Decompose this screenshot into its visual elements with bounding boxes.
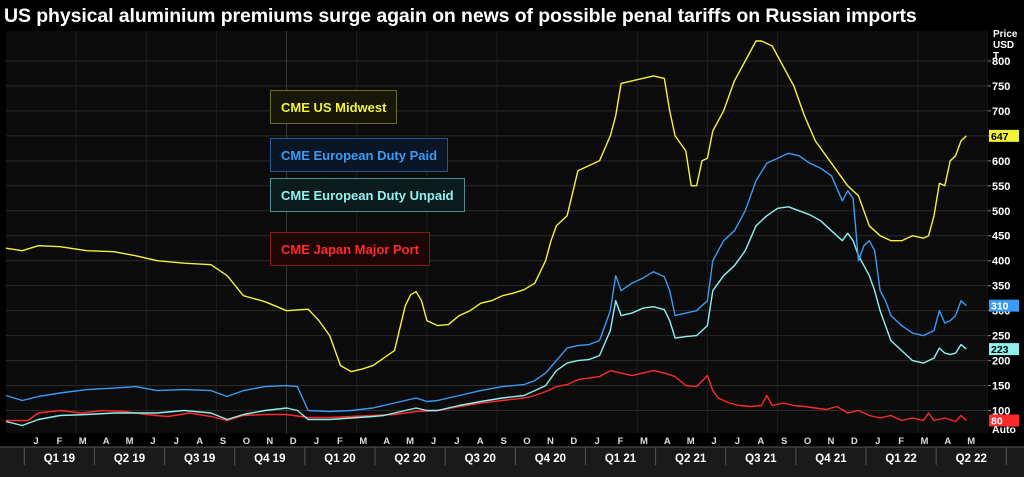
month-tick-label: S xyxy=(220,436,226,447)
axis-unit-price: Price xyxy=(993,29,1018,40)
quarter-axis-band xyxy=(0,447,1024,477)
month-tick-label: M xyxy=(967,436,975,447)
quarter-label: Q1 19 xyxy=(44,453,75,465)
y-tick-label: 700 xyxy=(992,106,1010,118)
legend-japan-major-port: CME Japan Major Port xyxy=(270,232,430,266)
month-tick-label: M xyxy=(406,436,414,447)
month-tick-label: F xyxy=(56,436,62,447)
y-tick-label: 350 xyxy=(992,281,1010,293)
last-value-label: 647 xyxy=(991,131,1009,143)
month-tick-label: F xyxy=(618,436,624,447)
month-tick-label: A xyxy=(196,436,203,447)
last-value-label: 223 xyxy=(991,344,1009,356)
y-tick-label: 550 xyxy=(992,181,1010,193)
quarter-label: Q3 20 xyxy=(465,453,496,465)
month-tick-label: F xyxy=(337,436,343,447)
month-tick-label: S xyxy=(781,436,787,447)
y-tick-label: 500 xyxy=(992,206,1010,218)
quarter-label: Q2 19 xyxy=(114,453,145,465)
month-tick-label: A xyxy=(944,436,951,447)
month-tick-label: D xyxy=(570,436,577,447)
month-tick-label: J xyxy=(594,436,599,447)
month-tick-label: O xyxy=(804,436,811,447)
month-tick-label: M xyxy=(687,436,695,447)
quarter-label: Q2 21 xyxy=(675,453,707,465)
month-tick-label: J xyxy=(150,436,155,447)
month-tick-label: O xyxy=(523,436,530,447)
y-tick-label: 250 xyxy=(992,331,1010,343)
last-value-tag xyxy=(989,299,1019,312)
legend-us-midwest: CME US Midwest xyxy=(270,90,398,124)
month-tick-label: M xyxy=(126,436,134,447)
auto-scale-label: Auto xyxy=(992,424,1016,436)
y-tick-label: 150 xyxy=(992,381,1010,393)
quarter-label: Q2 20 xyxy=(394,453,425,465)
legend-european-duty-paid: CME European Duty Paid xyxy=(270,138,449,172)
quarter-label: Q4 21 xyxy=(815,453,847,465)
month-tick-label: J xyxy=(875,436,880,447)
quarter-label: Q3 19 xyxy=(184,453,215,465)
month-tick-label: A xyxy=(103,436,110,447)
series-line-cme-european-duty-paid xyxy=(5,152,967,413)
month-tick-label: J xyxy=(431,436,436,447)
month-tick-label: M xyxy=(79,436,87,447)
month-tick-label: N xyxy=(828,436,835,447)
quarter-label: Q1 22 xyxy=(885,453,916,465)
series-line-cme-us-midwest xyxy=(5,40,967,373)
last-value-label: 310 xyxy=(991,301,1009,313)
month-tick-label: O xyxy=(243,436,250,447)
last-value-tag xyxy=(989,129,1019,142)
quarter-label: Q2 22 xyxy=(956,453,987,465)
month-tick-label: J xyxy=(33,436,38,447)
month-tick-label: N xyxy=(547,436,554,447)
month-tick-label: A xyxy=(477,436,484,447)
y-axis-strip xyxy=(988,31,1024,445)
month-tick-label: A xyxy=(383,436,390,447)
month-tick-label: D xyxy=(290,436,297,447)
month-tick-label: J xyxy=(174,436,179,447)
last-value-tag xyxy=(989,414,1019,427)
series-line-cme-japan-major-port xyxy=(6,369,967,423)
month-tick-label: M xyxy=(359,436,367,447)
last-value-tag xyxy=(989,343,1019,356)
series-line-cme-european-duty-unpaid xyxy=(5,206,967,427)
month-tick-label: J xyxy=(314,436,319,447)
month-tick-label: M xyxy=(640,436,648,447)
month-axis-band xyxy=(0,434,1024,447)
quarter-label: Q1 21 xyxy=(605,453,637,465)
quarter-label: Q4 20 xyxy=(535,453,566,465)
quarter-label: Q3 21 xyxy=(745,453,777,465)
month-tick-label: J xyxy=(454,436,459,447)
y-tick-label: 400 xyxy=(992,256,1010,268)
quarter-label: Q1 20 xyxy=(324,453,355,465)
y-tick-label: 200 xyxy=(992,356,1010,368)
quarter-label: Q4 19 xyxy=(254,453,285,465)
y-tick-label: 450 xyxy=(992,231,1010,243)
legend-european-duty-unpaid: CME European Duty Unpaid xyxy=(270,178,465,212)
month-tick-label: A xyxy=(664,436,671,447)
month-tick-label: J xyxy=(735,436,740,447)
y-tick-label: 800 xyxy=(992,56,1010,68)
y-tick-label: 750 xyxy=(992,81,1010,93)
chart-title: US physical aluminium premiums surge aga… xyxy=(4,5,917,27)
month-tick-label: J xyxy=(711,436,716,447)
month-tick-label: N xyxy=(266,436,273,447)
month-tick-label: A xyxy=(757,436,764,447)
axis-unit-currency: USD xyxy=(993,40,1015,51)
month-tick-label: D xyxy=(851,436,858,447)
month-tick-label: S xyxy=(500,436,506,447)
last-value-label: 80 xyxy=(991,416,1003,428)
month-tick-label: M xyxy=(921,436,929,447)
month-tick-label: F xyxy=(898,436,904,447)
axis-unit-tonne: T xyxy=(993,51,1000,62)
y-tick-label: 600 xyxy=(992,156,1010,168)
